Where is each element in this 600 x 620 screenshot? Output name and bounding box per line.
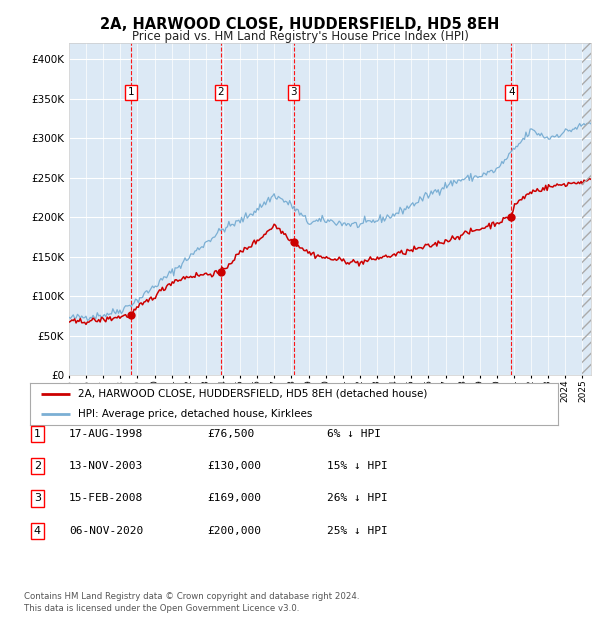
Text: 4: 4 — [508, 87, 515, 97]
Text: 1: 1 — [128, 87, 134, 97]
Text: HPI: Average price, detached house, Kirklees: HPI: Average price, detached house, Kirk… — [77, 409, 312, 419]
Text: £76,500: £76,500 — [207, 429, 254, 439]
Text: 4: 4 — [34, 526, 41, 536]
Text: 1: 1 — [34, 429, 41, 439]
Text: 3: 3 — [34, 494, 41, 503]
Text: £169,000: £169,000 — [207, 494, 261, 503]
Text: 2A, HARWOOD CLOSE, HUDDERSFIELD, HD5 8EH (detached house): 2A, HARWOOD CLOSE, HUDDERSFIELD, HD5 8EH… — [77, 389, 427, 399]
Text: 13-NOV-2003: 13-NOV-2003 — [69, 461, 143, 471]
Text: 26% ↓ HPI: 26% ↓ HPI — [327, 494, 388, 503]
Text: 06-NOV-2020: 06-NOV-2020 — [69, 526, 143, 536]
Text: 17-AUG-1998: 17-AUG-1998 — [69, 429, 143, 439]
Bar — [583, 43, 591, 375]
Text: Price paid vs. HM Land Registry's House Price Index (HPI): Price paid vs. HM Land Registry's House … — [131, 30, 469, 43]
Text: 2: 2 — [217, 87, 224, 97]
Text: 25% ↓ HPI: 25% ↓ HPI — [327, 526, 388, 536]
Text: Contains HM Land Registry data © Crown copyright and database right 2024.: Contains HM Land Registry data © Crown c… — [24, 592, 359, 601]
Text: This data is licensed under the Open Government Licence v3.0.: This data is licensed under the Open Gov… — [24, 603, 299, 613]
Text: £200,000: £200,000 — [207, 526, 261, 536]
Text: 2A, HARWOOD CLOSE, HUDDERSFIELD, HD5 8EH: 2A, HARWOOD CLOSE, HUDDERSFIELD, HD5 8EH — [100, 17, 500, 32]
Text: 15% ↓ HPI: 15% ↓ HPI — [327, 461, 388, 471]
Text: 3: 3 — [290, 87, 297, 97]
Text: 2: 2 — [34, 461, 41, 471]
Text: 6% ↓ HPI: 6% ↓ HPI — [327, 429, 381, 439]
Text: £130,000: £130,000 — [207, 461, 261, 471]
Text: 15-FEB-2008: 15-FEB-2008 — [69, 494, 143, 503]
